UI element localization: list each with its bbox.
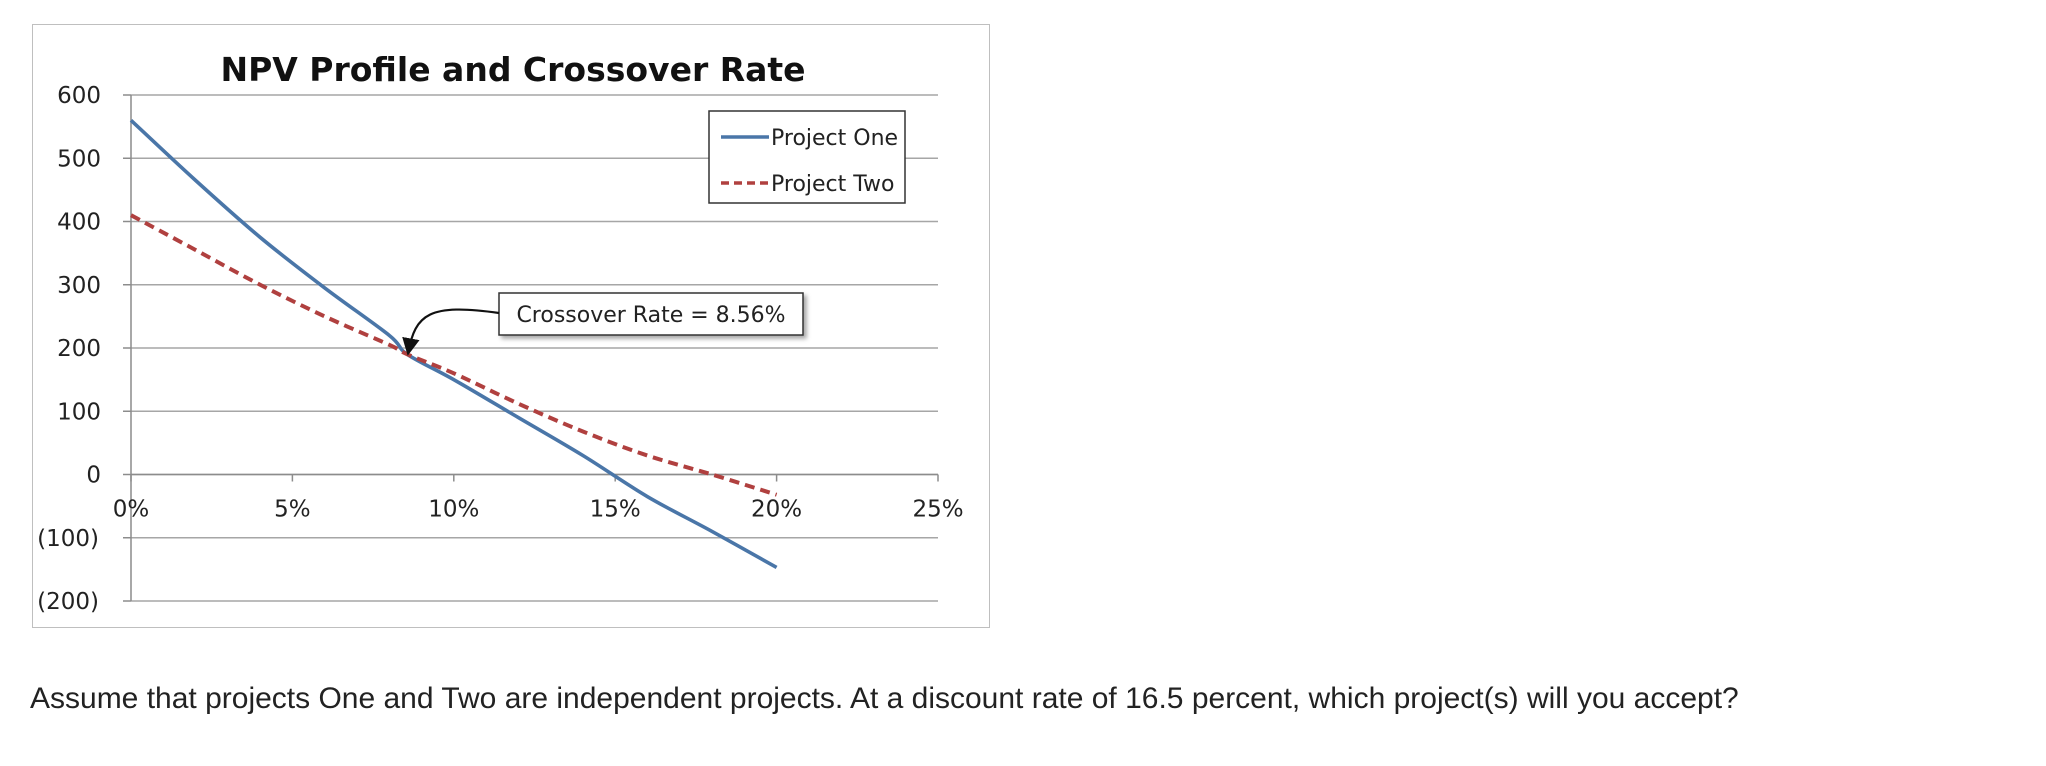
y-tick-label: 400 bbox=[57, 210, 101, 236]
annotation-layer: Crossover Rate = 8.56% bbox=[402, 292, 804, 356]
y-tick-label: (200) bbox=[37, 589, 99, 615]
y-tick-label: 600 bbox=[57, 83, 101, 109]
y-tick-label: 100 bbox=[57, 399, 101, 425]
y-tick-label: 500 bbox=[57, 146, 101, 172]
y-tick-label: 0 bbox=[86, 463, 101, 489]
legend-label-project-one: Project One bbox=[771, 126, 898, 151]
crossover-arrow bbox=[402, 308, 500, 356]
series-line-project-one bbox=[129, 118, 778, 570]
y-tick-label: (100) bbox=[37, 526, 99, 552]
y-tick-label: 300 bbox=[57, 273, 101, 299]
legend: Project One Project Two bbox=[708, 110, 906, 204]
chart-frame: NPV Profile and Crossover Rate 600 500 400… bbox=[32, 24, 990, 628]
axis-layer: 600 500 400 300 200 100 0 (100) (200) 0% 5% 10% 15% 2… bbox=[37, 83, 963, 615]
x-tick-label: 0% bbox=[113, 497, 150, 523]
x-tick-label: 10% bbox=[428, 497, 479, 523]
question-text: Assume that projects One and Two are ind… bbox=[30, 682, 1739, 715]
x-tick-label: 5% bbox=[274, 497, 311, 523]
x-tick-label: 15% bbox=[590, 497, 641, 523]
legend-label-project-two: Project Two bbox=[771, 172, 895, 197]
npv-chart: NPV Profile and Crossover Rate 600 500 400… bbox=[37, 50, 963, 615]
crossover-callout-box bbox=[498, 292, 804, 336]
series-layer bbox=[129, 118, 778, 570]
chart-title: NPV Profile and Crossover Rate bbox=[220, 50, 805, 89]
legend-box bbox=[708, 110, 906, 204]
x-tick-label: 20% bbox=[751, 497, 802, 523]
crossover-callout-label: Crossover Rate = 8.56% bbox=[516, 303, 785, 328]
y-tick-label: 200 bbox=[57, 336, 101, 362]
x-tick-label: 25% bbox=[912, 497, 963, 523]
series-line-project-two bbox=[130, 213, 778, 497]
